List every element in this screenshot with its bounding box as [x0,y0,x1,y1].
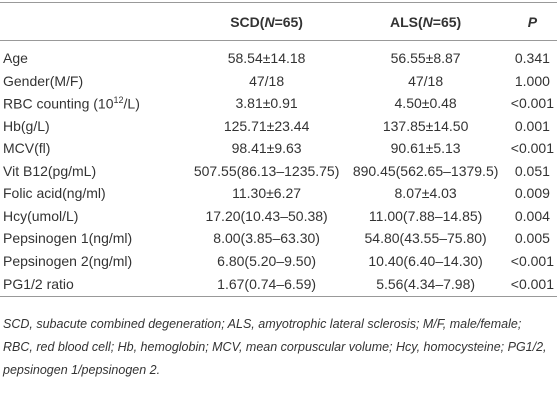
table-cell: <0.001 [510,252,554,269]
table-cell: 17.20(10.43–50.38) [205,207,328,224]
table-cell: RBC counting (1012/L) [0,92,190,115]
table-row: Pepsinogen 1(ng/ml) 8.00(3.85–63.30) 54.80… [0,227,557,250]
table-cell: 125.71±23.44 [223,117,310,134]
text-part: /L) [123,95,140,112]
text-part: N [422,13,433,30]
header-row: SCD(N=65) ALS(N=65) P [0,2,557,41]
table-cell: <0.001 [507,272,557,297]
text-part: 12 [113,94,124,105]
table-cell: 0.001 [514,117,550,134]
table-body: Age 58.54±14.18 56.55±8.87 0.341 Gender(M/F)… [0,41,557,297]
table-row: Age 58.54±14.18 56.55±8.87 0.341 [0,41,557,70]
table-cell: MCV(fl) [3,140,51,157]
table-cell: 47/18 [408,72,444,89]
table-cell: 8.00(3.85–63.30) [213,230,320,247]
table-cell: 0.341 [514,50,550,67]
table-cell: 1.67(0.74–6.59) [189,272,344,297]
table-cell: 0.005 [514,230,550,247]
table-cell: 98.41±9.63 [231,140,302,157]
table-row: Hb(g/L) 125.71±23.44 137.85±14.50 0.001 [0,115,557,138]
text-part: RBC counting (10 [3,95,114,112]
table-cell: <0.001 [510,95,554,112]
table-cell: <0.001 [510,140,554,157]
table-row: Pepsinogen 2(ng/ml) 6.80(5.20–9.50) 10.40(… [0,250,557,273]
table-row: MCV(fl) 98.41±9.63 90.61±5.13 <0.001 [0,137,557,160]
table-cell: 8.07±4.03 [394,185,457,202]
table-cell: 5.56(4.34–7.98) [343,272,508,297]
table-cell: 137.85±14.50 [382,117,469,134]
text-part: P [527,13,538,30]
footnote: SCD, subacute combined degeneration; ALS… [3,317,547,377]
table-cell: Hb(g/L) [3,117,50,134]
header-cell: P [507,2,557,41]
table-cell: 890.45(562.65–1379.5) [352,162,499,179]
table-cell: 11.30±6.27 [232,185,302,202]
table-cell: PG1/2 ratio [0,272,190,297]
text-part: =65) [432,13,462,30]
table-cell: 507.55(86.13–1235.75) [193,162,340,179]
table-cell: 0.051 [514,162,550,179]
header-cell: SCD(N=65) [189,2,344,41]
table-cell: 4.50±0.48 [394,95,457,112]
table-row: Vit B12(pg/mL) 507.55(86.13–1235.75) 890.4… [0,160,557,183]
table-cell: 58.54±14.18 [227,50,306,67]
table-cell: Hcy(umol/L) [3,207,79,224]
table-cell: 90.61±5.13 [390,140,461,157]
table-row: Hcy(umol/L) 17.20(10.43–50.38) 11.00(7.88–… [0,205,557,228]
table-row: RBC counting (1012/L) 3.81±0.91 4.50±0.48 <… [0,92,557,115]
table-cell: 3.81±0.91 [235,95,298,112]
text-part: SCD( [230,13,265,30]
text-part: N [264,13,275,30]
table-cell: 1.000 [514,72,550,89]
table-cell: Age [3,50,28,67]
table-cell: 0.004 [514,207,550,224]
table-row: Folic acid(ng/ml) 11.30±6.27 8.07±4.03 0.00… [0,182,557,205]
data-table: SCD(N=65) ALS(N=65) P Age 58.54±14.18 56.55±… [0,2,557,297]
text-part: ALS( [390,13,423,30]
table-cell: 56.55±8.87 [390,50,461,67]
table-cell: 10.40(6.40–14.30) [368,252,483,269]
table-cell: 47/18 [249,72,285,89]
table-row: Gender(M/F) 47/18 47/18 1.000 [0,70,557,93]
table-cell: 54.80(43.55–75.80) [364,230,487,247]
text-part: =65) [274,13,303,30]
header-cell: ALS(N=65) [343,2,508,41]
table-cell: Pepsinogen 1(ng/ml) [3,230,133,247]
table-cell: Folic acid(ng/ml) [3,185,106,202]
header-cell [0,2,190,41]
table-cell: Pepsinogen 2(ng/ml) [3,252,133,269]
table-cell: Vit B12(pg/mL) [3,162,97,179]
table-cell: 6.80(5.20–9.50) [217,252,317,269]
table-cell: 0.009 [514,185,550,202]
table-row: PG1/2 ratio 1.67(0.74–6.59) 5.56(4.34–7.98… [0,272,557,297]
table-cell: 11.00(7.88–14.85) [368,207,483,224]
table-cell: Gender(M/F) [3,72,84,89]
